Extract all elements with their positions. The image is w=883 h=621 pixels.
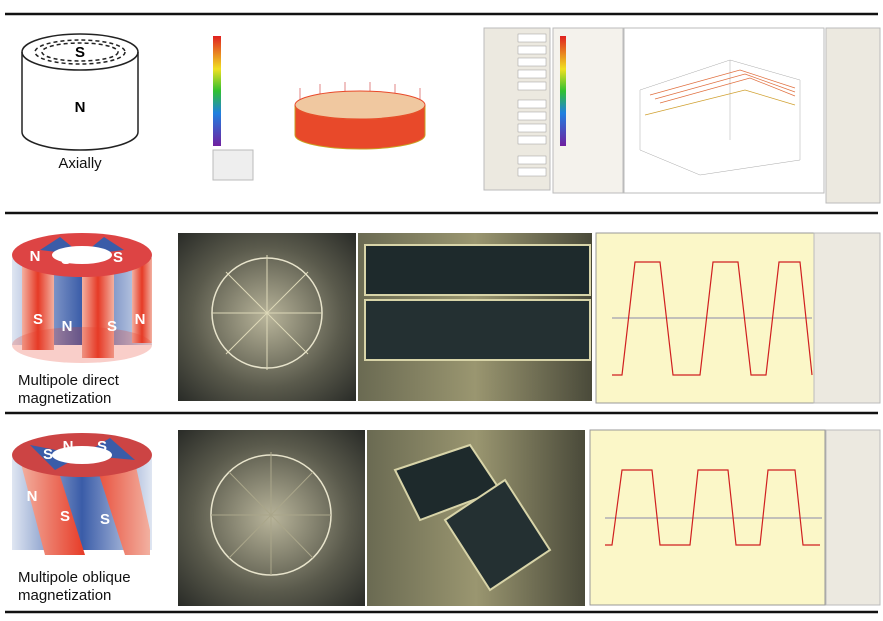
magnet-label: S [100, 511, 110, 528]
caption: Axially [58, 155, 102, 172]
caption: magnetization [18, 390, 111, 407]
direct-photo-side [358, 233, 592, 401]
oblique-photo-side [367, 430, 585, 606]
magnet-label: S [97, 438, 107, 455]
magnet-label: S [107, 318, 117, 335]
magnet-label: S [33, 311, 43, 328]
table-screenshot [483, 27, 551, 191]
separators [5, 12, 878, 614]
magnet-label: N [63, 438, 74, 455]
magnet-label: S [60, 508, 70, 525]
ring-screenshot [212, 36, 426, 181]
magnet-label: N [75, 99, 86, 116]
axial-magnet [21, 33, 139, 151]
caption: magnetization [18, 587, 111, 604]
magnet-label: N [87, 246, 98, 263]
magnet-label: N [30, 248, 41, 265]
oblique-waveform-screenshot [589, 429, 881, 606]
magnet-label: S [113, 249, 123, 266]
magnet-label: N [135, 311, 146, 328]
magnet-label: S [61, 251, 71, 268]
caption: Multipole direct [18, 372, 120, 389]
plot-3d-screenshot [552, 27, 881, 204]
direct-waveform-screenshot [595, 232, 881, 404]
magnet-label: N [62, 318, 73, 335]
magnet-label: S [75, 44, 85, 61]
direct-magnet [12, 233, 152, 363]
caption: Multipole oblique [18, 569, 131, 586]
magnet-label: S [43, 446, 53, 463]
magnet-label: N [27, 488, 38, 505]
oblique-photo-top [178, 430, 365, 606]
oblique-magnet [12, 433, 152, 555]
direct-photo-top [178, 233, 356, 401]
